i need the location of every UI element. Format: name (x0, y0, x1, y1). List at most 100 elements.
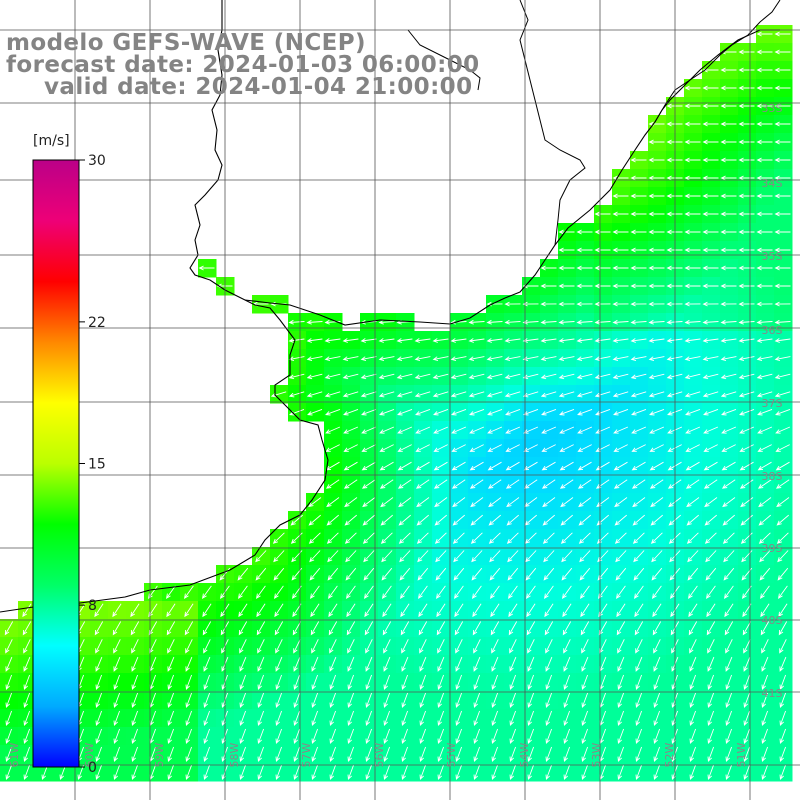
wind-arrow (398, 514, 411, 526)
wind-arrow (761, 639, 769, 654)
wind-arrow (325, 444, 340, 452)
wind-arrow (275, 764, 283, 780)
wind-arrow (559, 408, 575, 416)
wind-arrow (595, 444, 610, 452)
wind-arrow (365, 656, 373, 672)
wind-arrow (274, 621, 284, 636)
wind-arrow (545, 710, 553, 726)
wind-arrow (526, 603, 536, 618)
wind-arrow (487, 426, 503, 434)
wind-arrow (472, 603, 482, 618)
wind-arrow (756, 67, 773, 73)
wind-arrow (166, 603, 176, 618)
wind-arrow (342, 356, 359, 362)
wind-arrow (774, 85, 791, 91)
wind-arrow (686, 514, 699, 526)
wind-arrow (761, 692, 769, 708)
wind-arrow (486, 391, 503, 398)
wind-arrow (489, 550, 501, 563)
wind-arrow (23, 764, 31, 780)
wind-arrow (491, 728, 499, 744)
wind-arrow (684, 193, 701, 199)
wind-arrow (167, 728, 175, 744)
wind-arrow (401, 639, 409, 654)
wind-arrow (311, 746, 319, 762)
wind-arrow (113, 656, 121, 672)
wind-arrow (689, 710, 697, 726)
wind-arrow (576, 229, 593, 235)
wind-arrow (723, 550, 735, 563)
wind-arrow (756, 139, 773, 145)
wind-arrow (347, 674, 355, 690)
wind-arrow (437, 710, 445, 726)
coastline (0, 0, 781, 613)
wind-arrow (705, 550, 717, 563)
wind-arrow (329, 656, 337, 672)
wind-arrow (648, 247, 665, 253)
wind-arrow (653, 710, 661, 726)
wind-arrow (509, 764, 517, 780)
wind-arrow (275, 656, 283, 672)
wind-arrow (257, 764, 265, 780)
wind-arrow (256, 603, 266, 618)
wind-arrow (326, 497, 340, 508)
wind-arrow (491, 656, 499, 672)
longitude-label: 57W (300, 742, 313, 767)
wind-arrow (540, 338, 557, 343)
wind-arrow (344, 497, 358, 508)
wind-arrow (293, 710, 301, 726)
wind-arrow (238, 621, 248, 636)
wind-arrow (545, 674, 553, 690)
wind-arrow (563, 692, 571, 708)
wind-arrow (329, 692, 337, 708)
wind-arrow (738, 338, 755, 343)
wind-arrow (401, 692, 409, 708)
wind-arrow (725, 764, 733, 780)
wind-arrow (540, 265, 557, 271)
wind-arrow (113, 710, 121, 726)
wind-arrow (707, 728, 715, 744)
wind-arrow (345, 567, 357, 581)
wind-arrow (720, 283, 737, 289)
wind-arrow (775, 479, 790, 489)
wind-arrow (239, 674, 247, 690)
wind-arrow (203, 728, 211, 744)
wind-arrow (594, 229, 611, 235)
wind-arrow (473, 710, 481, 726)
wind-arrow (653, 639, 661, 654)
wind-arrow (558, 265, 575, 271)
wind-arrow (293, 656, 301, 672)
wind-arrow (689, 746, 697, 762)
wind-arrow (779, 656, 787, 672)
wind-arrow (288, 373, 305, 380)
wind-arrow (201, 585, 212, 599)
wind-arrow (347, 656, 355, 672)
wind-arrow (165, 585, 176, 599)
wind-arrow (491, 639, 499, 654)
wind-arrow (594, 356, 611, 362)
wind-arrow (382, 621, 392, 636)
wind-arrow (635, 674, 643, 690)
wind-arrow (364, 603, 374, 618)
wind-arrow (702, 85, 719, 91)
wind-arrow (290, 514, 303, 526)
wind-arrow (380, 514, 393, 526)
wind-arrow (581, 728, 589, 744)
wind-arrow (544, 621, 554, 636)
wind-arrow (774, 338, 791, 343)
wind-arrow (779, 674, 787, 690)
wind-arrow (576, 356, 593, 362)
wind-arrow (290, 532, 303, 544)
wind-arrow (347, 710, 355, 726)
wind-arrow (5, 674, 13, 690)
wind-arrow (433, 444, 448, 452)
wind-arrow (203, 639, 211, 654)
wind-arrow (343, 479, 358, 489)
wind-arrow (470, 532, 483, 544)
wind-arrow (508, 603, 518, 618)
wind-arrow (414, 373, 431, 380)
wind-arrow (95, 728, 103, 744)
wind-arrow (707, 746, 715, 762)
wind-arrow (95, 746, 103, 762)
wind-arrow (167, 764, 175, 780)
